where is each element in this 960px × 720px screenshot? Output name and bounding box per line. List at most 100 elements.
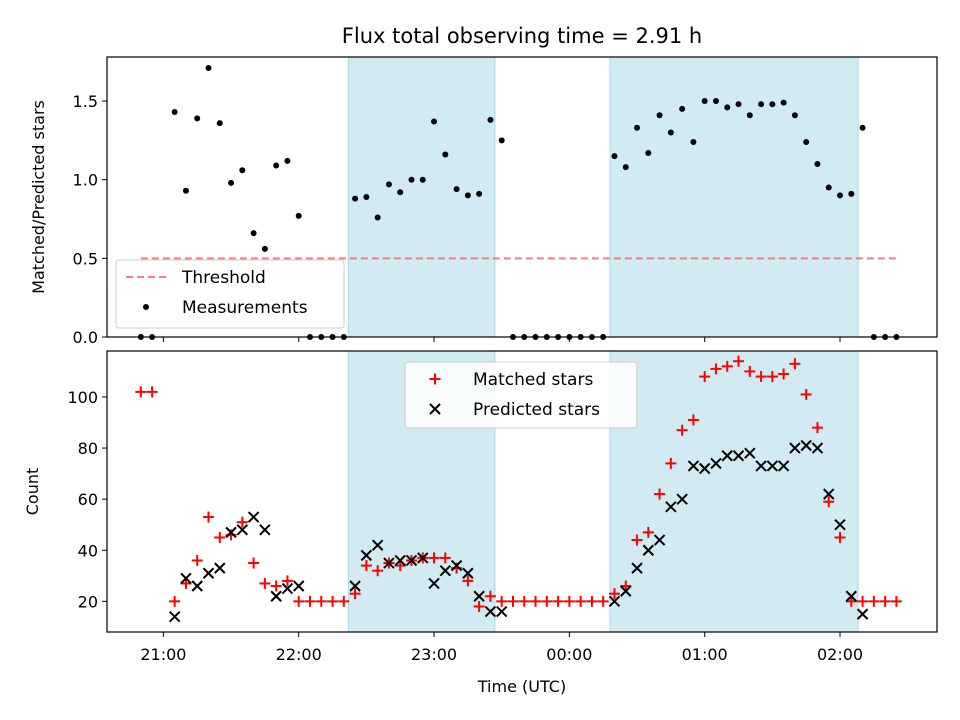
x-tick-label: 00:00 — [546, 645, 592, 664]
matched-star-point — [496, 595, 508, 607]
predicted-star-point — [631, 562, 643, 574]
matched-star-point — [823, 496, 835, 508]
matched-star-point — [180, 577, 192, 589]
measurement-point — [791, 112, 798, 119]
matched-star-point — [778, 368, 790, 380]
measurement-point — [363, 194, 370, 200]
measurement-point — [419, 176, 426, 183]
predicted-star-point — [777, 460, 790, 472]
measurement-point — [397, 189, 404, 196]
predicted-star-point — [259, 524, 271, 536]
matched-star-point — [191, 554, 203, 566]
matched-star-point — [259, 577, 271, 589]
matched-star-point — [733, 355, 745, 367]
predicted-star-point — [755, 460, 767, 472]
measurement-point — [690, 138, 697, 145]
matched-star-point — [710, 363, 722, 375]
measurement-point — [352, 195, 359, 202]
shaded-interval — [609, 56, 859, 338]
predicted-star-point — [428, 577, 440, 590]
x-tick-label: 01:00 — [682, 645, 728, 664]
y-tick-label: 20 — [78, 592, 98, 611]
matched-star-point — [214, 531, 226, 543]
predicted-star-point — [168, 610, 181, 623]
legend-box — [115, 259, 345, 329]
predicted-star-point — [394, 554, 406, 567]
predicted-star-point — [225, 526, 237, 539]
matched-star-point — [281, 575, 293, 587]
predicted-star-point — [450, 559, 463, 572]
predicted-star-point — [293, 580, 305, 592]
x-tick-label: 22:00 — [276, 645, 322, 664]
predicted-star-point — [202, 567, 215, 579]
measurement-point — [194, 115, 201, 122]
matched-star-point — [676, 424, 688, 436]
y-tick-label: 0.0 — [73, 328, 98, 347]
matched-star-point — [135, 386, 147, 398]
measurement-point — [374, 214, 381, 221]
predicted-star-point — [766, 460, 779, 472]
matched-star-point — [146, 386, 158, 398]
matched-star-point — [304, 595, 316, 607]
matched-star-point — [811, 422, 823, 434]
predicted-star-point — [698, 462, 711, 475]
matched-star-point — [879, 595, 891, 607]
matched-star-point — [631, 534, 643, 546]
measurement-point — [701, 98, 708, 105]
measurement-point — [622, 164, 629, 171]
measurement-point — [780, 99, 787, 106]
predicted-star-point — [383, 557, 395, 569]
predicted-star-point — [856, 608, 869, 620]
measurement-point — [261, 245, 268, 252]
y-tick-label: 100 — [67, 388, 98, 407]
predicted-star-point — [620, 585, 632, 597]
y-tick-label: 0.5 — [73, 249, 98, 268]
matched-star-point — [620, 580, 632, 592]
matched-star-point — [744, 365, 756, 377]
matched-star-point — [270, 580, 282, 592]
measurement-point — [712, 98, 719, 105]
predicted-star-point — [811, 442, 824, 454]
predicted-star-point — [484, 605, 497, 618]
measurement-point — [442, 151, 449, 158]
predicted-star-point — [371, 539, 384, 551]
measurement-point — [464, 192, 471, 199]
matched-star-point — [766, 371, 778, 383]
measurement-point — [284, 157, 291, 164]
measurement-point — [724, 104, 731, 111]
matched-star-point — [462, 575, 474, 587]
measurement-point — [645, 149, 652, 156]
predicted-star-point — [653, 534, 666, 546]
matched-star-point — [890, 595, 902, 607]
measurement-point — [385, 181, 392, 188]
matched-star-point — [518, 595, 530, 607]
legend: Matched stars Predicted stars — [404, 361, 638, 429]
matched-star-point — [721, 360, 733, 372]
predicted-star-point — [360, 549, 373, 562]
x-tick-label: 23:00 — [411, 645, 457, 664]
predicted-star-point — [834, 519, 846, 531]
matched-star-point — [608, 588, 620, 600]
measurement-point — [848, 190, 855, 197]
measurement-point — [803, 138, 810, 145]
matched-star-point — [575, 595, 587, 607]
predicted-star-point — [687, 460, 700, 472]
measurement-point — [746, 112, 753, 119]
measurement-point — [250, 230, 257, 237]
predicted-star-point — [191, 580, 203, 592]
legend-threshold-label: Threshold — [181, 268, 266, 288]
matched-star-point — [507, 595, 519, 607]
matched-star-point — [857, 595, 869, 607]
predicted-star-point — [721, 450, 733, 462]
measurement-point — [758, 101, 765, 108]
measurement-point — [171, 109, 178, 116]
measurement-point — [295, 212, 302, 219]
matched-star-point — [315, 595, 327, 607]
predicted-star-point — [608, 595, 621, 608]
predicted-star-point — [845, 590, 858, 602]
x-tick-label: 21:00 — [140, 645, 186, 664]
predicted-star-point — [247, 511, 260, 523]
y-tick-label: 1.0 — [73, 171, 98, 190]
matched-star-point — [563, 595, 575, 607]
